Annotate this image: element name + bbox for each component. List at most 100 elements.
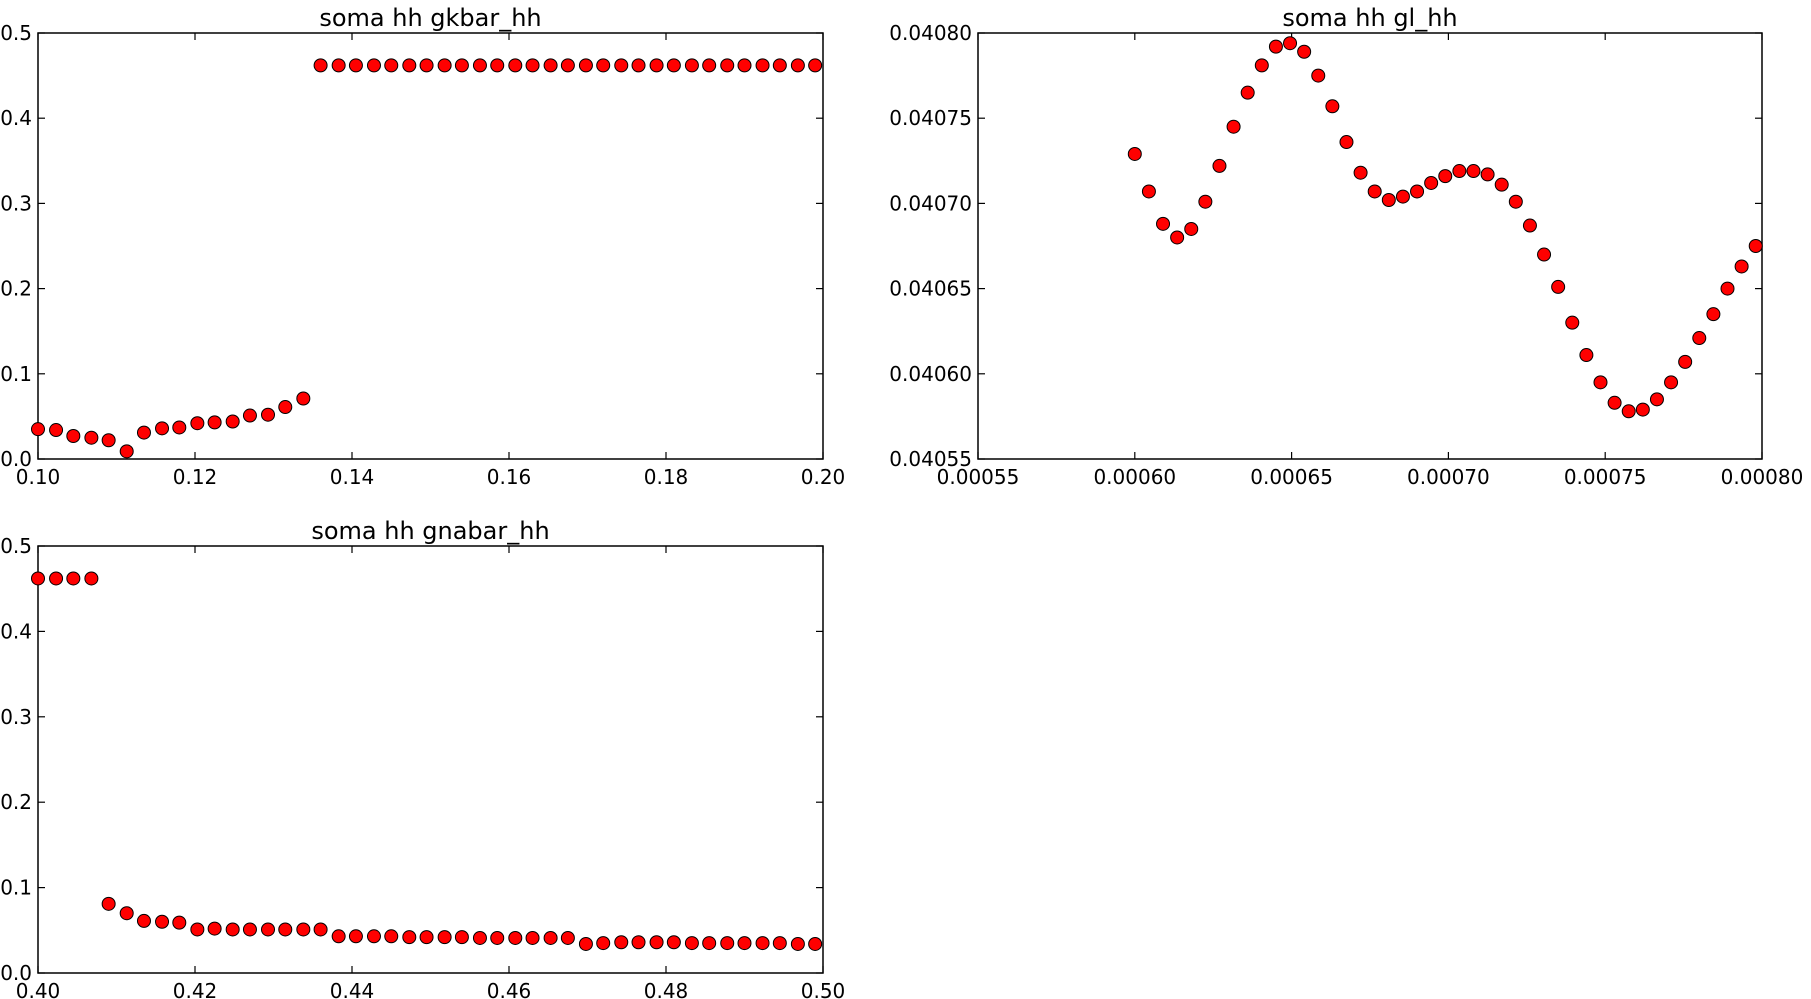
data-point	[1410, 184, 1425, 199]
data-point	[155, 914, 170, 929]
chart-title: soma hh gl_hh	[1282, 4, 1457, 32]
data-point	[1311, 68, 1326, 83]
y-tick-label: 0.04070	[889, 191, 972, 215]
data-point	[49, 571, 64, 586]
data-point	[172, 420, 187, 435]
axes-frame	[977, 32, 1763, 460]
y-tick-label: 0.4	[0, 619, 32, 643]
data-point	[614, 58, 629, 73]
y-tick-label: 0.1	[0, 876, 32, 900]
data-point	[1748, 239, 1763, 253]
y-tick-label: 0.3	[0, 191, 32, 215]
data-point	[331, 58, 346, 73]
data-point	[772, 58, 787, 73]
x-tick-label: 0.00075	[1564, 465, 1647, 489]
y-tick-label: 0.04060	[889, 362, 972, 386]
data-point	[1367, 184, 1382, 199]
data-point	[31, 571, 45, 586]
x-tick-label: 0.20	[801, 465, 846, 489]
x-tick-label: 0.44	[330, 979, 375, 999]
data-point	[1381, 192, 1396, 207]
data-point	[1184, 221, 1199, 236]
data-point	[560, 930, 575, 945]
data-point	[560, 58, 575, 73]
x-tick-label: 0.42	[173, 979, 218, 999]
data-point	[666, 935, 681, 950]
data-point	[1212, 158, 1227, 173]
x-tick-label: 0.16	[487, 465, 532, 489]
data-point	[190, 416, 205, 431]
data-point	[472, 930, 487, 945]
y-tick-label: 0.5	[0, 534, 32, 558]
x-tick-label: 0.00065	[1250, 465, 1333, 489]
chart-title: soma hh gkbar_hh	[319, 4, 541, 32]
y-tick-label: 0.04055	[889, 447, 972, 471]
data-point	[1424, 175, 1439, 190]
data-point	[49, 423, 64, 438]
data-point	[702, 936, 717, 951]
data-point	[1678, 354, 1693, 369]
data-point	[1692, 331, 1707, 346]
data-point	[525, 58, 540, 73]
data-point	[101, 433, 116, 448]
data-point	[278, 922, 293, 937]
data-point	[296, 922, 311, 937]
data-point	[614, 935, 629, 950]
data-point	[508, 58, 523, 73]
data-point	[720, 936, 735, 951]
data-point	[437, 930, 452, 945]
x-tick-label: 0.50	[801, 979, 846, 999]
data-point	[666, 58, 681, 73]
y-tick-label: 0.5	[0, 21, 32, 45]
data-point	[490, 930, 505, 945]
x-tick-label: 0.46	[487, 979, 532, 999]
data-point	[1353, 165, 1368, 180]
data-point	[1593, 375, 1608, 390]
data-point	[454, 930, 469, 945]
data-point	[419, 930, 434, 945]
data-point	[596, 58, 611, 73]
data-point	[790, 936, 805, 951]
data-point	[242, 922, 257, 937]
data-point	[1438, 169, 1453, 184]
chart-title: soma hh gnabar_hh	[311, 517, 549, 545]
data-point	[472, 58, 487, 73]
chart-panel-gnabar: soma hh gnabar_hh 0.40 0.42 0.44 0.46 0.48 0.…	[0, 517, 845, 999]
data-point	[348, 58, 363, 73]
data-point	[755, 58, 770, 73]
data-point	[225, 414, 240, 429]
y-tick-label: 0.04080	[889, 21, 972, 45]
data-point	[119, 444, 134, 459]
data-point	[119, 906, 134, 921]
data-point	[1565, 315, 1580, 330]
data-point	[525, 930, 540, 945]
data-point	[1508, 194, 1523, 209]
data-point	[684, 936, 699, 951]
data-point	[1579, 348, 1594, 363]
data-point	[631, 935, 646, 950]
data-point	[772, 936, 787, 951]
data-point	[225, 922, 240, 937]
data-point	[1649, 392, 1664, 407]
data-point	[1466, 164, 1481, 179]
data-point	[737, 936, 752, 951]
x-tick-label: 0.14	[330, 465, 375, 489]
x-tick-label: 0.00060	[1093, 465, 1176, 489]
data-point	[490, 58, 505, 73]
data-point	[508, 930, 523, 945]
data-point	[366, 58, 381, 73]
data-point	[84, 571, 99, 586]
y-tick-label: 0.04075	[889, 106, 972, 130]
y-tick-label: 0.4	[0, 106, 32, 130]
x-tick-label: 0.40	[16, 979, 61, 999]
chart-panel-gl: soma hh gl_hh 0.00055 0.00060 0.00065 0.000…	[889, 4, 1803, 489]
data-point	[1635, 402, 1650, 417]
data-point	[296, 391, 311, 406]
data-point	[31, 422, 45, 437]
data-point	[543, 58, 558, 73]
data-point	[737, 58, 752, 73]
data-point	[1452, 164, 1467, 179]
y-tick-label: 0.3	[0, 705, 32, 729]
data-point	[702, 58, 717, 73]
data-point	[1734, 259, 1749, 274]
